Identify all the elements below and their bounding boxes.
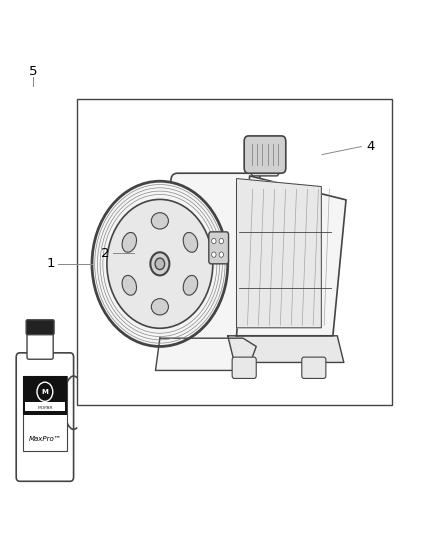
Circle shape (219, 238, 223, 244)
Circle shape (155, 258, 165, 270)
Polygon shape (237, 179, 321, 328)
Bar (77, 99, 392, 405)
Text: MaxPro™: MaxPro™ (28, 437, 61, 442)
Circle shape (150, 252, 170, 276)
FancyBboxPatch shape (302, 357, 326, 378)
Circle shape (212, 252, 216, 257)
FancyBboxPatch shape (232, 357, 256, 378)
FancyBboxPatch shape (244, 136, 286, 173)
Circle shape (107, 199, 213, 328)
Circle shape (219, 252, 223, 257)
FancyBboxPatch shape (16, 353, 74, 481)
Circle shape (212, 238, 216, 244)
Polygon shape (155, 338, 256, 370)
Bar (23, 376, 67, 451)
Ellipse shape (183, 232, 198, 252)
FancyBboxPatch shape (209, 232, 229, 264)
FancyBboxPatch shape (27, 331, 53, 359)
Ellipse shape (122, 276, 137, 295)
Ellipse shape (122, 232, 137, 252)
Text: M: M (42, 389, 48, 395)
Circle shape (92, 181, 228, 346)
FancyBboxPatch shape (26, 320, 54, 335)
Text: MOPAR: MOPAR (37, 406, 53, 410)
Text: 4: 4 (366, 140, 374, 153)
Polygon shape (237, 176, 346, 336)
Bar (25, 402, 65, 410)
FancyBboxPatch shape (171, 173, 261, 354)
Polygon shape (228, 336, 344, 362)
Text: 5: 5 (28, 66, 37, 78)
Bar (23, 376, 67, 415)
Text: 1: 1 (46, 257, 55, 270)
Ellipse shape (151, 213, 169, 229)
Ellipse shape (151, 298, 169, 315)
Ellipse shape (183, 276, 198, 295)
Text: 2: 2 (101, 247, 110, 260)
FancyBboxPatch shape (251, 155, 279, 176)
